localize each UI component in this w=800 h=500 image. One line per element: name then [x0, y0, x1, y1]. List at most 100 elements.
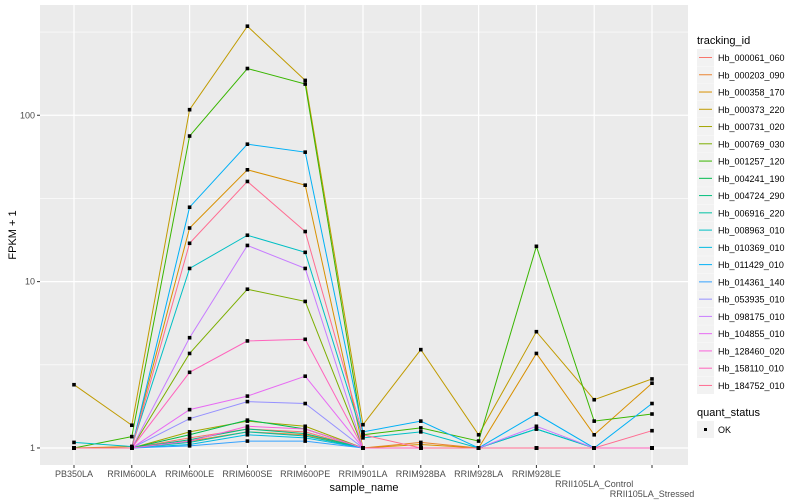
data-point — [187, 226, 192, 230]
data-point — [419, 430, 423, 434]
data-point — [534, 424, 539, 429]
data-point — [534, 329, 539, 334]
data-point — [303, 401, 307, 406]
data-point — [419, 426, 423, 430]
legend-label: Hb_014361_140 — [718, 277, 785, 287]
data-point — [245, 418, 250, 422]
data-point — [419, 442, 423, 447]
data-point — [72, 446, 76, 450]
data-point — [245, 287, 250, 292]
x-tick-label: RRIM600SE — [222, 469, 272, 479]
legend-label: Hb_000731_020 — [718, 122, 785, 132]
data-point — [361, 422, 365, 427]
legend: tracking_id Hb_000061_060 Hb_000203_090 Hb… — [697, 35, 785, 438]
data-point — [245, 179, 250, 184]
data-point — [534, 244, 539, 249]
data-point — [187, 432, 192, 437]
data-point — [303, 250, 307, 255]
data-point — [476, 432, 481, 437]
legend-label: Hb_001257_120 — [718, 157, 785, 167]
data-point — [303, 427, 307, 431]
y-tick-label: 1 — [30, 443, 35, 453]
data-point — [303, 424, 307, 429]
data-point — [245, 168, 250, 172]
data-point — [361, 432, 365, 437]
data-point — [187, 241, 192, 246]
x-tick-label: RRIM928BA — [396, 469, 446, 479]
data-point — [187, 444, 192, 448]
data-point — [187, 416, 192, 421]
data-point — [130, 423, 134, 428]
data-point — [187, 430, 192, 434]
shape-legend-label: OK — [718, 425, 731, 435]
data-point — [245, 399, 250, 404]
data-point — [187, 407, 192, 412]
shape-legend-title: quant_status — [697, 407, 760, 419]
data-point — [72, 440, 76, 445]
data-point — [245, 66, 250, 71]
data-point — [650, 381, 654, 386]
legend-label: Hb_000061_060 — [718, 53, 785, 63]
data-point — [303, 434, 307, 438]
data-point — [303, 229, 307, 234]
data-point — [476, 446, 481, 450]
legend-title: tracking_id — [697, 35, 750, 47]
data-point — [303, 436, 307, 440]
data-point — [361, 430, 365, 434]
data-point — [592, 397, 596, 402]
data-point — [245, 430, 250, 434]
data-points — [72, 24, 654, 450]
x-tick-label: RRIM600LA — [107, 469, 156, 479]
data-point — [476, 439, 481, 443]
x-tick-label: RRIM928LA — [454, 469, 503, 479]
data-point — [419, 440, 423, 445]
data-point — [245, 394, 250, 398]
x-axis: PB350LA RRIM600LA RRIM600LE RRIM600SE RRIM60… — [55, 465, 694, 499]
x-tick-label: PB350LA — [55, 469, 93, 479]
data-point — [534, 427, 539, 431]
legend-label: Hb_000373_220 — [718, 105, 785, 115]
data-point — [419, 347, 423, 352]
data-point — [650, 401, 654, 406]
data-point — [303, 439, 307, 443]
legend-label: Hb_010369_010 — [718, 243, 785, 253]
legend-label: Hb_098175_010 — [718, 312, 785, 322]
legend-label: Hb_000769_030 — [718, 139, 785, 149]
data-point — [245, 233, 250, 238]
shape-legend-square-icon — [704, 428, 707, 431]
data-point — [650, 446, 654, 450]
data-point — [187, 266, 192, 271]
legend-label: Hb_000203_090 — [718, 70, 785, 80]
data-point — [419, 419, 423, 423]
data-point — [303, 431, 307, 436]
data-point — [72, 382, 76, 387]
legend-label: Hb_000358_170 — [718, 88, 785, 98]
data-point — [187, 351, 192, 356]
legend-label: Hb_158110_010 — [718, 364, 784, 374]
legend-label: Hb_053935_010 — [718, 295, 785, 305]
data-point — [187, 335, 192, 340]
plot-panel — [40, 5, 688, 465]
data-point — [592, 419, 596, 423]
data-point — [534, 412, 539, 416]
data-point — [245, 424, 250, 429]
data-point — [534, 351, 539, 356]
data-point — [650, 377, 654, 381]
data-point — [303, 183, 307, 187]
x-tick-label: RRIM600PE — [280, 469, 330, 479]
data-point — [650, 428, 654, 433]
data-point — [245, 243, 250, 248]
data-point — [187, 436, 192, 440]
y-tick-label: 100 — [20, 110, 35, 120]
legend-label: Hb_011429_010 — [718, 260, 784, 270]
data-point — [303, 82, 307, 86]
data-point — [187, 205, 192, 210]
data-point — [419, 446, 423, 450]
data-point — [592, 446, 596, 450]
data-point — [187, 370, 192, 375]
data-point — [187, 107, 192, 112]
data-point — [303, 374, 307, 379]
x-tick-label: RRII105LA_Control — [555, 479, 633, 489]
legend-label: Hb_008963_010 — [718, 226, 785, 236]
data-point — [303, 150, 307, 154]
